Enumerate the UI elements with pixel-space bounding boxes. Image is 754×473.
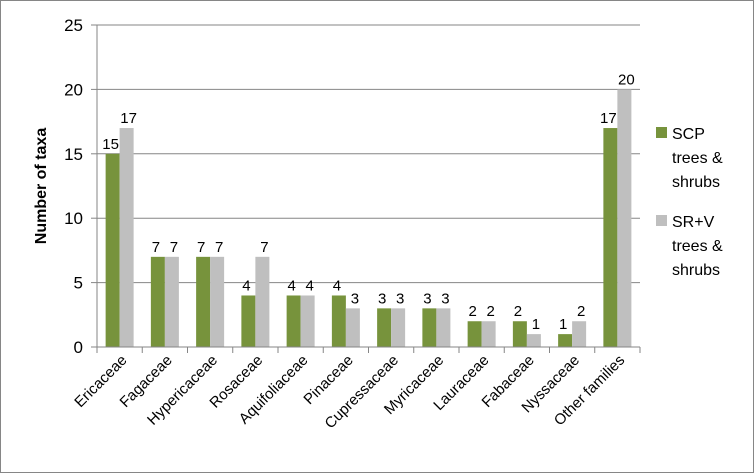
data-label: 7 [197,239,205,256]
bar-srv [572,321,587,347]
data-label: 4 [287,277,295,294]
data-label: 4 [305,277,313,294]
bar-scp [422,308,437,347]
data-label: 4 [333,277,341,294]
bar-srv [300,295,315,347]
bar-srv [164,256,179,347]
bar-scp [241,295,256,347]
y-tick-label: 15 [64,145,83,164]
y-tick-label: 10 [64,209,83,228]
data-label: 7 [215,239,223,256]
bar-scp [377,308,392,347]
data-label: 2 [514,303,522,320]
bar-scp [105,153,120,347]
data-label: 7 [152,239,160,256]
bar-scp [558,334,573,347]
y-tick-label: 25 [64,16,83,35]
bar-scp [150,256,165,347]
data-label: 3 [378,290,386,307]
legend-label: trees & [672,238,723,255]
bar-scp [286,295,301,347]
data-label: 3 [396,290,404,307]
bars [105,89,632,348]
data-label: 7 [260,239,268,256]
bar-scp [512,321,527,347]
data-label: 2 [468,303,476,320]
data-label: 3 [441,290,449,307]
data-label: 17 [120,110,137,127]
data-label: 15 [102,136,119,153]
bar-scp [603,128,618,347]
data-label: 17 [600,110,617,127]
y-axis-ticks: 0 5 10 15 20 25 [64,16,97,357]
data-label: 3 [423,290,431,307]
bar-srv [481,321,496,347]
legend: SCP trees & shrubs SR+V trees & shrubs [656,126,723,279]
data-label: 1 [559,316,567,333]
legend-swatch [656,127,667,138]
bar-srv [617,89,632,348]
x-axis-categories: EricaceaeFagaceaeHypericaceaeRosaceaeAqu… [71,352,628,432]
data-label: 20 [618,71,635,88]
bar-srv [210,256,225,347]
legend-label: shrubs [672,174,720,191]
data-label: 2 [577,303,585,320]
bar-srv [391,308,406,347]
bar-srv [255,256,270,347]
legend-label: SCP [672,126,705,143]
bar-srv [526,334,541,347]
bar-srv [436,308,451,347]
data-label: 7 [170,239,178,256]
bar-srv [345,308,360,347]
legend-label: trees & [672,150,723,167]
data-label: 2 [486,303,494,320]
gridlines [97,24,640,284]
y-tick-label: 0 [74,338,83,357]
legend-label: shrubs [672,262,720,279]
y-tick-label: 5 [74,274,83,293]
bar-scp [331,295,346,347]
axes [96,25,641,353]
bar-srv [119,128,134,347]
bar-scp [467,321,482,347]
bar-scp [196,256,211,347]
y-axis-label: Number of taxa [33,128,50,245]
data-label: 3 [351,290,359,307]
legend-label: SR+V [672,214,715,231]
data-label: 1 [532,316,540,333]
legend-swatch [656,215,667,226]
y-tick-label: 20 [64,80,83,99]
data-label: 4 [242,277,250,294]
